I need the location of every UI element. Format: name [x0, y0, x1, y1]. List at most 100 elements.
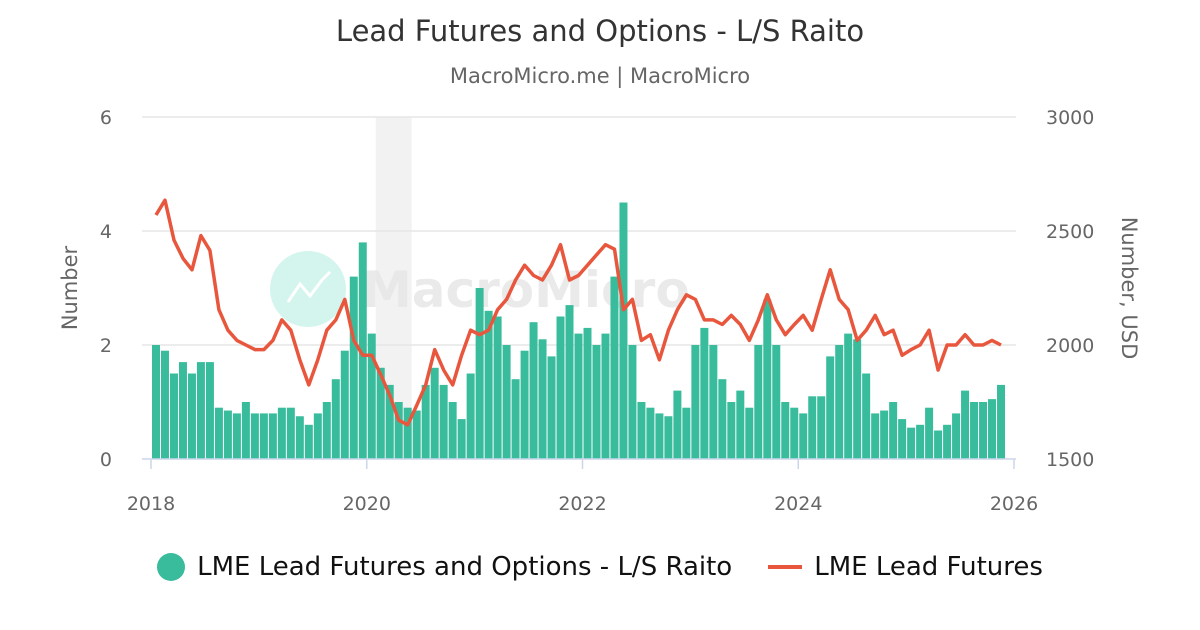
bar	[718, 379, 727, 459]
bar	[205, 362, 214, 459]
bar	[916, 424, 925, 459]
bar	[790, 407, 799, 459]
bar	[277, 407, 286, 459]
bar	[169, 373, 178, 459]
bar	[637, 402, 646, 459]
bar	[700, 327, 709, 459]
bar	[619, 202, 628, 459]
bar	[493, 316, 502, 459]
bar	[349, 276, 358, 459]
bar	[628, 345, 637, 459]
bar	[988, 399, 997, 459]
y-left-tick-label: 4	[100, 221, 112, 243]
bar	[241, 402, 250, 459]
bar	[286, 407, 295, 459]
bar	[961, 390, 970, 459]
bar	[745, 407, 754, 459]
bar	[403, 407, 412, 459]
bar	[862, 373, 871, 459]
x-tick-label: 2018	[127, 493, 175, 515]
bar	[214, 407, 223, 459]
bar	[898, 419, 907, 459]
bar	[502, 345, 511, 459]
bar	[367, 333, 376, 459]
x-tick-label: 2020	[343, 493, 391, 515]
chart-subtitle: MacroMicro.me | MacroMicro	[449, 64, 751, 88]
bar	[547, 356, 556, 459]
bar	[673, 390, 682, 459]
chart-plot: 0 2 4 6 1500 2000 2500 3000 MacroMicro 2018 2020 20…	[58, 107, 1141, 515]
bar	[583, 327, 592, 459]
bar	[871, 413, 880, 459]
bar	[979, 402, 988, 459]
x-tick-label: 2024	[774, 493, 822, 515]
bar	[907, 427, 916, 459]
bar	[934, 430, 943, 459]
bar	[781, 402, 790, 459]
bar	[997, 384, 1006, 459]
watermark-text: MacroMicro	[362, 261, 690, 319]
y-right-tick-label: 2500	[1046, 221, 1094, 243]
bar	[952, 413, 961, 459]
bar	[736, 390, 745, 459]
y-right-tick-label: 1500	[1046, 449, 1094, 471]
bar	[295, 416, 304, 459]
bar	[592, 345, 601, 459]
legend-label-futures: LME Lead Futures	[814, 552, 1043, 582]
bar	[943, 424, 952, 459]
bar	[223, 410, 232, 459]
bar	[304, 424, 313, 459]
y-axis-left-title: Number	[58, 245, 82, 330]
bar	[358, 242, 367, 459]
bar	[763, 299, 772, 459]
bar	[250, 413, 259, 459]
bar	[565, 305, 574, 459]
bar	[529, 322, 538, 459]
watermark-logo-icon	[270, 251, 346, 327]
legend-item-ratio[interactable]: LME Lead Futures and Options - L/S Raito	[157, 552, 732, 582]
bar	[385, 384, 394, 459]
legend-marker-bar	[157, 553, 186, 581]
bar	[232, 413, 241, 459]
bar	[475, 288, 484, 459]
bar	[646, 407, 655, 459]
bar	[313, 413, 322, 459]
bar	[709, 345, 718, 459]
bar	[421, 384, 430, 459]
bar	[844, 333, 853, 459]
bar	[412, 410, 421, 459]
bar	[817, 396, 826, 459]
bar	[520, 350, 529, 459]
x-tick-label: 2022	[558, 493, 606, 515]
bar	[826, 356, 835, 459]
bar	[160, 350, 169, 459]
bar	[152, 345, 160, 459]
y-left-tick-label: 2	[100, 335, 112, 357]
bar	[691, 345, 700, 459]
bar	[538, 339, 547, 459]
legend-item-futures[interactable]: LME Lead Futures	[768, 552, 1043, 582]
bar	[322, 402, 331, 459]
bar	[187, 373, 196, 459]
bar	[466, 373, 475, 459]
bar	[259, 413, 268, 459]
bar	[331, 379, 340, 459]
bar	[970, 402, 979, 459]
bar	[394, 402, 403, 459]
legend-label-ratio: LME Lead Futures and Options - L/S Raito	[197, 552, 733, 582]
y-left-tick-label: 0	[100, 449, 112, 471]
x-tick-label: 2026	[990, 493, 1038, 515]
bar	[853, 339, 862, 459]
bar	[574, 333, 583, 459]
bar	[196, 362, 205, 459]
y-right-tick-label: 3000	[1046, 107, 1094, 129]
bar	[457, 419, 466, 459]
chart-title: Lead Futures and Options - L/S Raito	[335, 14, 865, 48]
watermark-logo-icon	[286, 270, 332, 303]
bar	[880, 410, 889, 459]
legend-marker-line	[768, 565, 803, 569]
bar	[340, 350, 349, 459]
bar	[439, 384, 448, 459]
bar	[601, 333, 610, 459]
bar	[511, 379, 520, 459]
